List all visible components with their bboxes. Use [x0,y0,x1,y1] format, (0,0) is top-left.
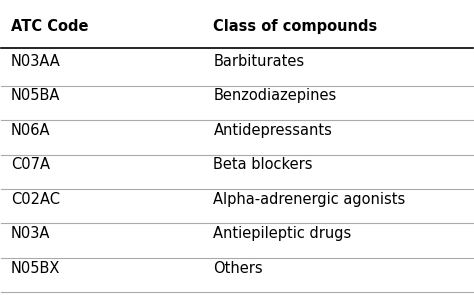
Text: N05BX: N05BX [11,261,60,276]
Text: Antiepileptic drugs: Antiepileptic drugs [213,226,352,241]
Text: N03A: N03A [11,226,50,241]
Text: C07A: C07A [11,157,50,172]
Text: Alpha-adrenergic agonists: Alpha-adrenergic agonists [213,192,406,207]
Text: Antidepressants: Antidepressants [213,123,332,138]
Text: N03AA: N03AA [11,54,61,69]
Text: Beta blockers: Beta blockers [213,157,313,172]
Text: Barbiturates: Barbiturates [213,54,305,69]
Text: ATC Code: ATC Code [11,19,88,34]
Text: N06A: N06A [11,123,50,138]
Text: Others: Others [213,261,263,276]
Text: Benzodiazepines: Benzodiazepines [213,88,337,103]
Text: N05BA: N05BA [11,88,60,103]
Text: C02AC: C02AC [11,192,60,207]
Text: Class of compounds: Class of compounds [213,19,378,34]
